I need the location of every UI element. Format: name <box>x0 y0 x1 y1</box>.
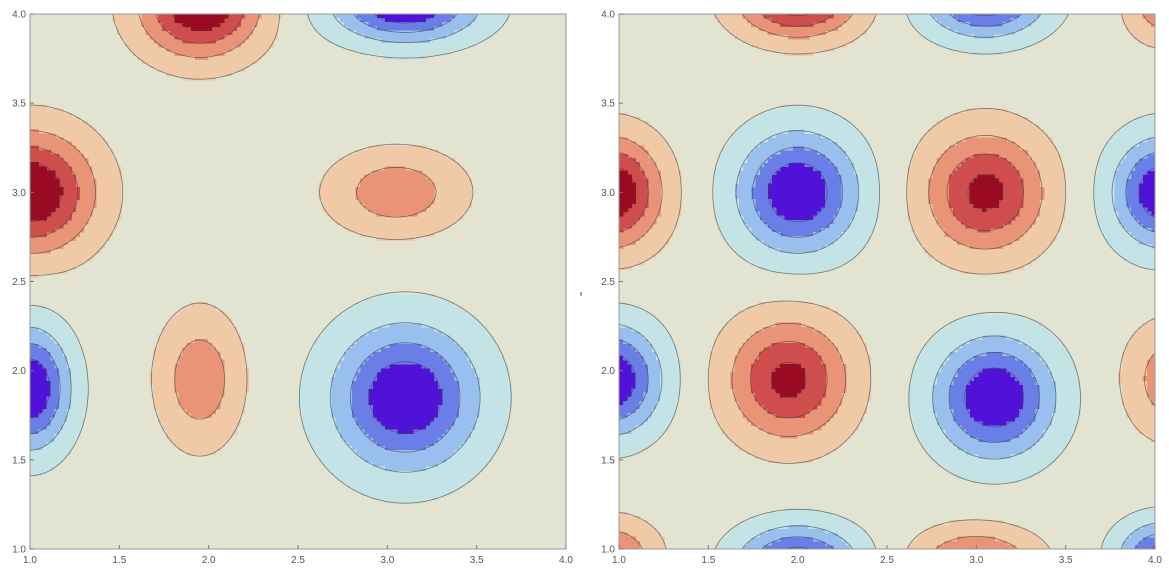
contour-line-4 <box>619 14 1155 549</box>
x-tick-label: 4.0 <box>1148 555 1162 566</box>
y-tick-label: 4.0 <box>601 10 615 21</box>
y-tick-label: 1.5 <box>12 455 26 466</box>
contour-band-0 <box>30 14 443 435</box>
contour-band-8 <box>30 14 229 221</box>
contour-band-3 <box>619 14 1155 549</box>
y-tick-label: 1.5 <box>601 455 615 466</box>
x-tick-label: 3.5 <box>1059 555 1073 566</box>
contour-plot-left: 1.0 1.5 2.0 2.5 3.0 3.5 4.0 1.0 1.5 2.0 2.5 3.0 3.5 4… <box>12 10 573 567</box>
contour-line-7 <box>30 14 228 223</box>
contour-line-4 <box>30 14 474 457</box>
contour-band-4 <box>619 14 1155 549</box>
y-tick-label: 3.5 <box>12 99 26 110</box>
x-tick-label: 2.0 <box>202 555 216 566</box>
contour-line-3 <box>619 14 1155 549</box>
x-tick-label: 3.0 <box>380 555 394 566</box>
contour-line-5 <box>30 14 437 420</box>
contour-line-1 <box>30 14 461 453</box>
contour-line-1 <box>619 14 1155 549</box>
y-tick-label: 2.0 <box>12 366 26 377</box>
contour-band-2 <box>30 14 481 472</box>
x-tick-label: 1.0 <box>612 555 626 566</box>
x-tick-label: 1.5 <box>112 555 126 566</box>
contour-line-2 <box>619 14 1155 549</box>
contour-band-7 <box>30 14 245 237</box>
y-tick-label: 4.0 <box>12 10 26 21</box>
contour-field <box>619 14 1155 549</box>
y-tick-label: 3.0 <box>12 188 26 199</box>
x-tick-label: 4.0 <box>559 555 573 566</box>
contour-line-6 <box>619 14 1025 419</box>
contour-band-6 <box>619 14 1155 549</box>
y-tick-label: 1.0 <box>601 545 615 556</box>
y-tick-label: 3.5 <box>601 99 615 110</box>
contour-line-2 <box>30 14 481 473</box>
y-tick-label: 2.5 <box>601 277 615 288</box>
contour-field <box>30 14 566 549</box>
x-tick-label: 1.0 <box>23 555 37 566</box>
x-tick-label: 2.0 <box>791 555 805 566</box>
y-tick-label: 2.0 <box>601 366 615 377</box>
contour-line-6 <box>30 14 244 238</box>
y-tick-label: 2.5 <box>12 277 26 288</box>
contour-band-5 <box>30 14 472 455</box>
contour-line-3 <box>30 14 512 504</box>
x-tick-label: 2.5 <box>291 555 305 566</box>
contour-band-3 <box>30 14 513 505</box>
y-tick-label: 1.0 <box>12 545 26 556</box>
x-tick-label: 3.5 <box>470 555 484 566</box>
x-tick-label: 2.5 <box>880 555 894 566</box>
x-tick-label: 1.5 <box>701 555 715 566</box>
x-tick-label: 3.0 <box>969 555 983 566</box>
contour-band-4 <box>30 14 566 549</box>
y-tick-label: 3.0 <box>601 188 615 199</box>
list-separator: , <box>579 281 583 297</box>
contour-line-0 <box>30 14 442 434</box>
contour-plot-right: 1.0 1.5 2.0 2.5 3.0 3.5 4.0 1.0 1.5 2.0 2.5 3.0 3.5 4… <box>601 10 1162 567</box>
contour-band-1 <box>619 14 1155 549</box>
